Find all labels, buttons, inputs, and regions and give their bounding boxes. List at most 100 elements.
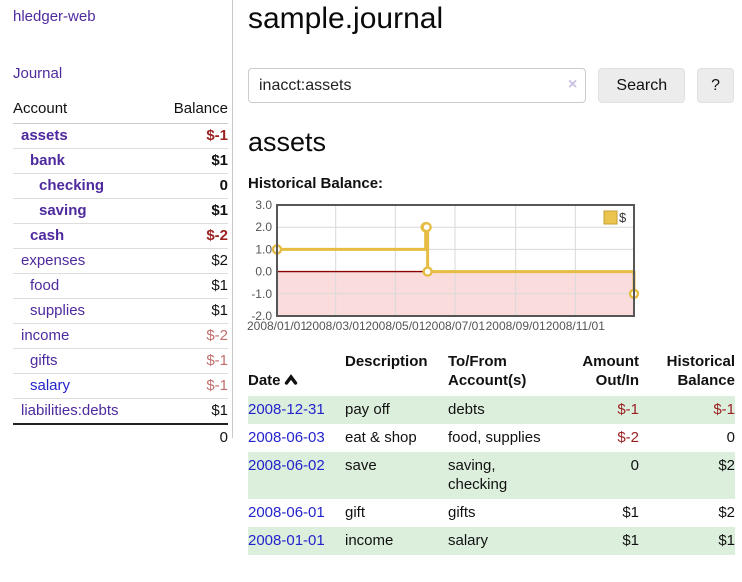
- brand-link[interactable]: hledger-web: [13, 8, 96, 25]
- transaction-row: 2008-01-01 income salary $1 $1: [248, 527, 735, 555]
- account-row: saving $1: [13, 198, 228, 224]
- transaction-balance: $2: [718, 504, 735, 521]
- transaction-balance: $1: [718, 532, 735, 549]
- account-link-salary[interactable]: salary: [30, 377, 71, 394]
- data-point-marker[interactable]: [421, 222, 432, 233]
- account-row: assets $-1: [13, 123, 228, 149]
- x-axis-tick-label: 2008/03/01: [306, 319, 366, 333]
- account-balance: $-2: [155, 223, 228, 249]
- transaction-accounts: debts: [448, 401, 485, 418]
- search-form: × Search ?: [248, 68, 734, 103]
- accounts-table: Account Balance assets $-1 bank $1 check…: [13, 100, 228, 450]
- transaction-balance: $2: [718, 457, 735, 474]
- y-axis-tick-label: 2.0: [255, 220, 272, 234]
- transaction-date-link[interactable]: 2008-06-01: [248, 504, 325, 521]
- account-row: liabilities:debts $1: [13, 398, 228, 425]
- y-axis-tick-label: -1.0: [251, 287, 272, 301]
- transaction-row: 2008-06-03 eat & shop food, supplies $-2…: [248, 424, 735, 452]
- column-header-balance: Historical Balance: [666, 353, 735, 389]
- register-header-row: Date Description To/From Account(s) Amou…: [248, 352, 735, 396]
- account-link-supplies[interactable]: supplies: [30, 302, 86, 319]
- account-link-assets[interactable]: assets: [21, 127, 68, 144]
- transaction-date-link[interactable]: 2008-12-31: [248, 401, 325, 418]
- sort-ascending-icon: [284, 374, 297, 385]
- transaction-amount: $-2: [617, 429, 639, 446]
- main-content: sample.journal × Search ? assets Histori…: [233, 0, 735, 555]
- transaction-accounts: food, supplies: [448, 429, 541, 446]
- account-link-checking[interactable]: checking: [39, 177, 105, 194]
- account-row: supplies $1: [13, 298, 228, 324]
- transaction-date-link[interactable]: 2008-01-01: [248, 532, 325, 549]
- transaction-date-link[interactable]: 2008-06-02: [248, 457, 325, 474]
- account-balance: $1: [155, 273, 228, 299]
- y-axis-tick-label: 1.0: [255, 242, 272, 256]
- page-title: sample.journal: [248, 2, 444, 35]
- account-row: gifts $-1: [13, 348, 228, 374]
- clear-search-icon[interactable]: ×: [568, 76, 578, 93]
- transaction-balance: $-1: [713, 401, 735, 418]
- accounts-header-account: Account: [13, 100, 156, 124]
- account-link-bank[interactable]: bank: [30, 152, 66, 169]
- x-axis-tick-label: 2008/09/01: [486, 319, 546, 333]
- account-link-expenses[interactable]: expenses: [21, 252, 86, 269]
- data-point-marker[interactable]: [422, 266, 433, 277]
- account-balance: $1: [155, 298, 228, 324]
- account-balance: $1: [155, 398, 228, 425]
- account-balance: $2: [155, 248, 228, 274]
- transaction-description: income: [345, 532, 394, 549]
- chart-title: Historical Balance:: [248, 175, 384, 192]
- x-axis-tick-label: 2008/05/01: [365, 319, 425, 333]
- transaction-row: 2008-12-31 pay off debts $-1 $-1: [248, 396, 735, 424]
- account-balance: $1: [155, 148, 228, 174]
- sidebar: hledger-web Journal Account Balance asse…: [0, 0, 233, 450]
- account-balance: $-1: [155, 348, 228, 374]
- transaction-accounts: gifts: [448, 504, 476, 521]
- account-link-income[interactable]: income: [21, 327, 70, 344]
- transaction-amount: $-1: [617, 401, 639, 418]
- column-header-accounts: To/From Account(s): [448, 353, 527, 389]
- x-axis-tick-label: 2008/01/01: [247, 319, 307, 333]
- account-balance: $-2: [155, 323, 228, 349]
- y-axis-tick-label: 0.0: [255, 265, 272, 279]
- account-row: food $1: [13, 273, 228, 299]
- account-link-food[interactable]: food: [30, 277, 60, 294]
- search-input[interactable]: [248, 68, 587, 103]
- legend-label: $: [619, 210, 627, 225]
- account-row: cash $-2: [13, 223, 228, 249]
- search-button[interactable]: Search: [598, 68, 686, 103]
- account-link-liabilities-debts[interactable]: liabilities:debts: [21, 402, 119, 419]
- historical-balance-chart: $3.0 2.0 1.0 0.0 -1.0 -2.02008/01/012008/03/0…: [247, 198, 640, 333]
- accounts-total: 0: [155, 423, 228, 450]
- transaction-date-link[interactable]: 2008-06-03: [248, 429, 325, 446]
- account-row: expenses $2: [13, 248, 228, 274]
- account-link-saving[interactable]: saving: [39, 202, 87, 219]
- x-axis-tick-label: 2008/11/01: [546, 319, 605, 333]
- legend-swatch: [603, 210, 618, 225]
- transaction-row: 2008-06-02 save saving, checking 0 $2: [248, 452, 735, 499]
- help-button[interactable]: ?: [697, 68, 734, 103]
- transaction-amount: $1: [622, 532, 639, 549]
- account-row: income $-2: [13, 323, 228, 349]
- sidebar-item-journal[interactable]: Journal: [13, 65, 63, 82]
- transaction-description: gift: [345, 504, 366, 521]
- transaction-amount: $1: [622, 504, 639, 521]
- transaction-description: pay off: [345, 401, 390, 418]
- account-link-cash[interactable]: cash: [30, 227, 65, 244]
- column-header-date[interactable]: Date: [248, 352, 345, 396]
- transaction-amount: 0: [630, 457, 639, 474]
- page: hledger-web Journal Account Balance asse…: [0, 0, 735, 555]
- account-link-gifts[interactable]: gifts: [30, 352, 58, 369]
- transaction-description: eat & shop: [345, 429, 417, 446]
- date-header-label: Date: [248, 372, 281, 389]
- account-balance: $1: [155, 198, 228, 224]
- account-balance: 0: [155, 173, 228, 199]
- y-axis-tick-label: -2.0: [251, 309, 272, 323]
- transaction-description: save: [345, 457, 377, 474]
- accounts-total-row: 0: [13, 423, 228, 450]
- transaction-balance: 0: [726, 429, 735, 446]
- column-header-description: Description: [345, 353, 428, 370]
- transaction-row: 2008-06-01 gift gifts $1 $2: [248, 499, 735, 527]
- x-axis-tick-label: 2008/07/01: [425, 319, 485, 333]
- register-table: Date Description To/From Account(s) Amou…: [248, 352, 735, 555]
- y-axis-tick-label: 3.0: [255, 198, 272, 212]
